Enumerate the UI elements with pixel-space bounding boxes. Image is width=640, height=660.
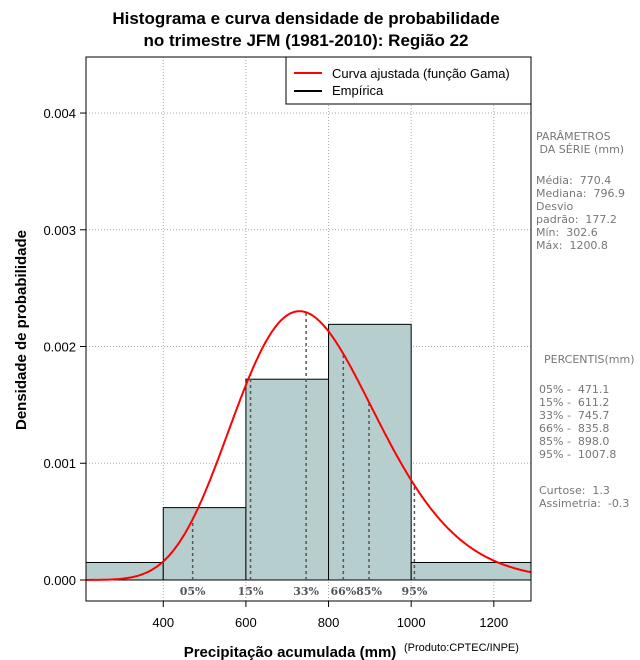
y-axis-title: Densidade de probabilidade	[13, 230, 30, 430]
percentile-markers: 05% 15% 33% 66% 85% 95%	[180, 312, 428, 598]
x-tick-label-2: 800	[318, 615, 340, 630]
product-credit: (Produto:CPTEC/INPE)	[404, 642, 519, 654]
y-axis: 0.000 0.001 0.002 0.003 0.004	[43, 106, 86, 588]
y-tick-label-0: 0.000	[43, 573, 76, 588]
legend: Curva ajustada (função Gama) Empírica	[285, 56, 532, 105]
x-tick-label-4: 1200	[479, 615, 508, 630]
histogram-bar-1	[162, 507, 247, 581]
percentis-header: PERCENTIS(mm)	[544, 353, 635, 366]
histogram-bar-4	[410, 561, 532, 581]
x-tick-label-3: 1000	[397, 615, 426, 630]
y-tick-label-1: 0.001	[43, 456, 76, 471]
params-values: Média: 770.4 Mediana: 796.9 Desvio padrã…	[536, 174, 625, 252]
params-header: PARÂMETROS DA SÉRIE (mm)	[536, 130, 625, 156]
gamma-fit-curve	[86, 310, 532, 581]
histogram-bar-2	[245, 378, 330, 581]
legend-label-curve: Curva ajustada (função Gama)	[332, 66, 510, 81]
chart-title-line-1: Histograma e curva densidade de probabil…	[112, 9, 499, 28]
percentis-values: 05% - 471.1 15% - 611.2 33% - 745.7 66% …	[539, 383, 617, 461]
legend-box	[285, 56, 532, 105]
percentile-label-1: 15%	[238, 585, 264, 598]
x-axis-title: Precipitação acumulada (mm)	[184, 644, 397, 660]
legend-label-empirical: Empírica	[332, 83, 384, 98]
x-tick-label-1: 600	[235, 615, 257, 630]
percentile-label-0: 05%	[180, 585, 206, 598]
shape-stats: Curtose: 1.3 Assimetria: -0.3	[539, 484, 630, 510]
chart-title-line-2: no trimestre JFM (1981-2010): Região 22	[143, 31, 468, 50]
y-tick-label-3: 0.003	[43, 223, 76, 238]
x-tick-label-0: 400	[152, 615, 174, 630]
y-tick-label-2: 0.002	[43, 340, 76, 355]
histogram-bars	[85, 323, 532, 581]
y-tick-label-4: 0.004	[43, 106, 76, 121]
x-axis: 400 600 800 1000 1200	[152, 601, 508, 630]
percentile-label-5: 95%	[402, 585, 428, 598]
histogram-bar-0	[85, 561, 164, 581]
percentile-label-4: 85%	[356, 585, 382, 598]
percentile-label-2: 33%	[293, 585, 319, 598]
percentile-label-3: 66%	[330, 585, 356, 598]
histogram-bar-3	[328, 323, 412, 581]
